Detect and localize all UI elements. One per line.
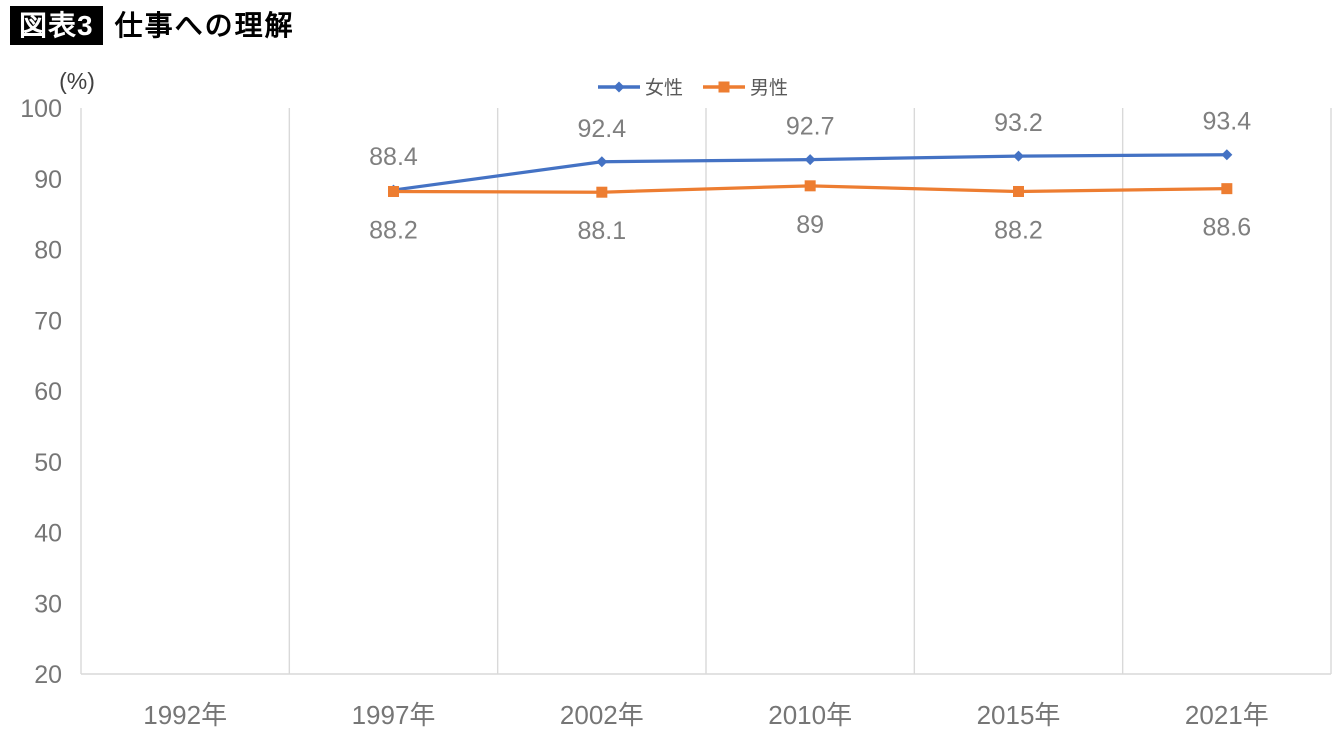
y-tick-label: 100 bbox=[20, 95, 62, 123]
data-point-男性 bbox=[804, 180, 816, 192]
x-tick-label: 1997年 bbox=[352, 700, 436, 730]
y-tick-label: 20 bbox=[34, 661, 62, 689]
data-point-男性 bbox=[1013, 185, 1024, 197]
chart-number-badge: 図表3 bbox=[10, 6, 103, 45]
data-point-男性 bbox=[596, 186, 608, 198]
chart-header: 図表3 仕事への理解 bbox=[10, 6, 295, 45]
legend-square-icon bbox=[718, 81, 730, 93]
x-tick-label: 2010年 bbox=[768, 700, 852, 730]
x-tick-label: 1992年 bbox=[143, 700, 227, 730]
data-label-女性: 93.4 bbox=[1202, 108, 1251, 136]
data-label-女性: 92.7 bbox=[786, 113, 835, 141]
x-tick-label: 2021年 bbox=[1185, 700, 1269, 730]
y-tick-label: 80 bbox=[34, 237, 62, 265]
data-point-男性 bbox=[388, 185, 399, 197]
data-point-女性 bbox=[1221, 149, 1233, 161]
y-tick-label: 50 bbox=[34, 449, 62, 477]
data-label-男性: 89 bbox=[796, 211, 824, 239]
page-title: 仕事への理解 bbox=[114, 10, 295, 41]
legend-label: 女性 bbox=[645, 77, 683, 99]
data-point-女性 bbox=[596, 156, 608, 168]
data-label-女性: 93.2 bbox=[994, 109, 1043, 137]
data-point-女性 bbox=[804, 154, 816, 166]
y-tick-label: 40 bbox=[34, 520, 62, 548]
data-label-男性: 88.6 bbox=[1202, 214, 1251, 242]
data-label-男性: 88.2 bbox=[369, 216, 418, 244]
y-tick-label: 70 bbox=[34, 307, 62, 335]
legend-label: 男性 bbox=[750, 77, 788, 99]
data-label-女性: 88.4 bbox=[369, 143, 418, 171]
data-label-男性: 88.2 bbox=[994, 216, 1043, 244]
x-tick-label: 2015年 bbox=[977, 700, 1061, 730]
data-point-女性 bbox=[1013, 150, 1024, 162]
x-tick-label: 2002年 bbox=[560, 700, 644, 730]
y-tick-label: 30 bbox=[34, 590, 62, 618]
data-label-男性: 88.1 bbox=[577, 217, 626, 245]
data-label-女性: 92.4 bbox=[577, 115, 626, 143]
y-tick-label: 90 bbox=[34, 166, 62, 194]
legend-diamond-icon bbox=[613, 81, 625, 93]
y-tick-label: 60 bbox=[34, 378, 62, 406]
y-axis-unit-label: (%) bbox=[59, 68, 95, 94]
data-point-男性 bbox=[1221, 183, 1233, 195]
